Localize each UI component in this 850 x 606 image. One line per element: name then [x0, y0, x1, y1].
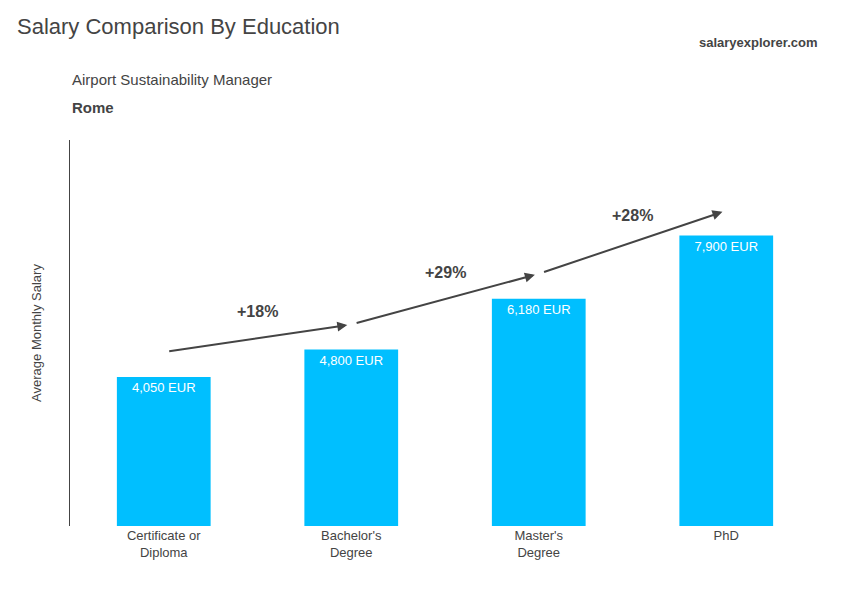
svg-text:Certificate orDiploma: Certificate orDiploma	[127, 528, 201, 560]
svg-text:7,900 EUR: 7,900 EUR	[694, 239, 758, 254]
svg-text:Average Monthly Salary: Average Monthly Salary	[29, 264, 44, 402]
svg-text:Bachelor'sDegree: Bachelor'sDegree	[321, 528, 382, 560]
svg-text:4,050 EUR: 4,050 EUR	[132, 380, 196, 395]
svg-text:6,180 EUR: 6,180 EUR	[507, 302, 571, 317]
svg-text:Master'sDegree: Master'sDegree	[514, 528, 563, 560]
svg-text:salaryexplorer.com: salaryexplorer.com	[699, 35, 818, 50]
svg-text:Salary Comparison By Education: Salary Comparison By Education	[17, 14, 340, 39]
svg-text:Airport Sustainability Manager: Airport Sustainability Manager	[72, 71, 272, 88]
svg-text:+18%: +18%	[237, 303, 278, 320]
svg-text:+29%: +29%	[425, 264, 466, 281]
svg-text:Rome: Rome	[72, 99, 114, 116]
svg-text:PhD: PhD	[714, 528, 739, 543]
svg-text:+28%: +28%	[612, 207, 653, 224]
svg-text:4,800 EUR: 4,800 EUR	[319, 353, 383, 368]
